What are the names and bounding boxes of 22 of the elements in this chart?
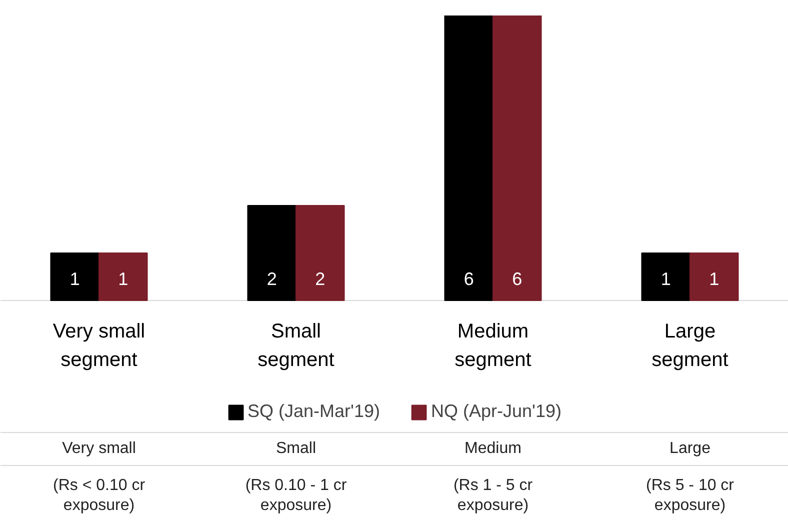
text: Large xyxy=(670,440,711,457)
x-tick-label: Small segment xyxy=(258,320,335,372)
data-label: 1 xyxy=(660,269,671,289)
text: (Rs 1 - 5 cr exposure) xyxy=(453,476,534,514)
text: (Rs 0.10 - 1 cr exposure) xyxy=(245,476,348,514)
x-tick-label: Medium segment xyxy=(454,320,532,372)
text: (Rs < 0.10 cr exposure) xyxy=(52,476,146,514)
data-label: 2 xyxy=(266,269,277,289)
data-label: 6 xyxy=(464,269,474,289)
legend-label: SQ (Jan-Mar'19) xyxy=(248,401,380,422)
data-label: 1 xyxy=(118,269,128,289)
text: Medium xyxy=(464,440,522,457)
text: Very small xyxy=(62,440,136,457)
text: (Rs 5 - 10 cr exposure) xyxy=(646,476,735,514)
data-label: 6 xyxy=(512,269,522,289)
x-tick-label: Very small segment xyxy=(52,320,146,372)
text: Small xyxy=(276,440,316,457)
data-label: 1 xyxy=(70,269,80,289)
data-label: 1 xyxy=(709,269,720,289)
legend-label: NQ (Apr-Jun'19) xyxy=(430,401,562,422)
x-tick-label: Large segment xyxy=(652,320,729,372)
data-label: 2 xyxy=(315,269,326,289)
